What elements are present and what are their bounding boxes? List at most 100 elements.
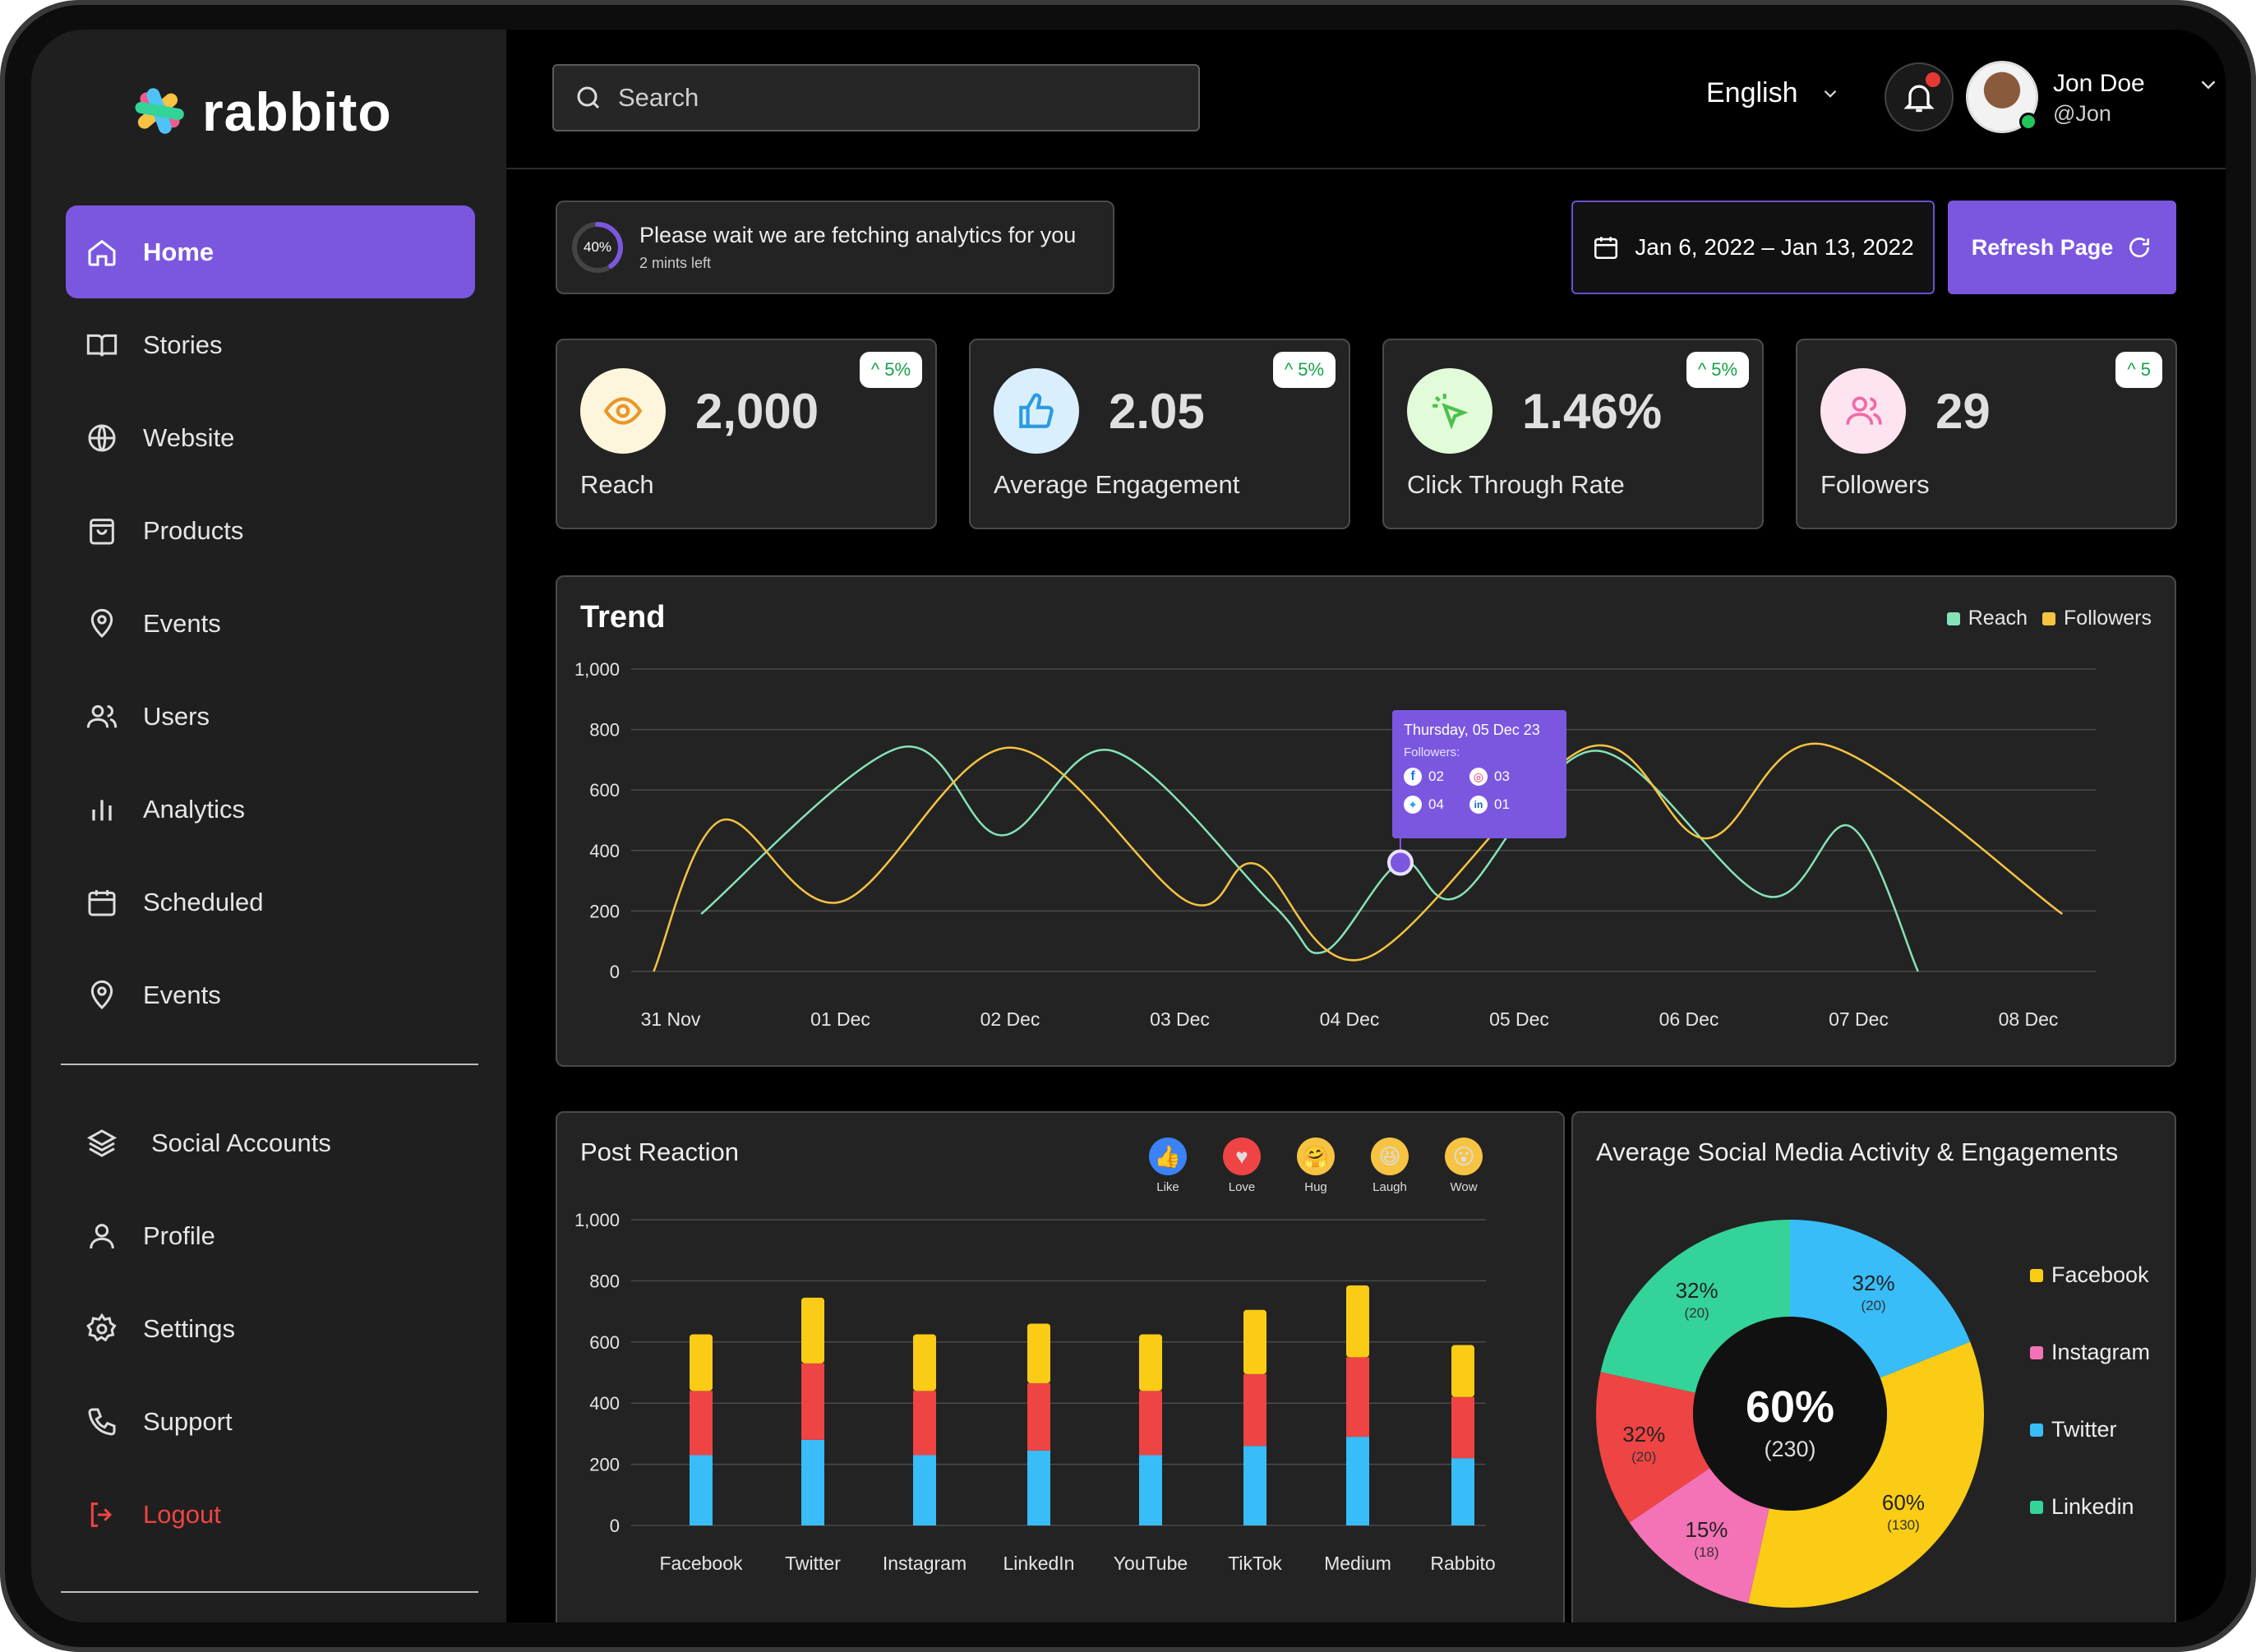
sidebar-item-label: Products <box>143 515 244 545</box>
sidebar-item-home[interactable]: Home <box>66 205 475 298</box>
legend-swatch-followers <box>2042 611 2056 625</box>
slice-percent-label: 60% <box>1882 1490 1925 1515</box>
y-tick-label: 200 <box>589 1455 620 1475</box>
slice-count-label: (20) <box>1861 1298 1885 1313</box>
slice-percent-label: 32% <box>1622 1422 1665 1447</box>
post-reaction-card: Post Reaction 👍 Like ♥ Love 🤗 Hug 😆 Laugh 😮 W… <box>556 1111 1565 1622</box>
language-selector[interactable]: English <box>1706 77 1841 109</box>
post-reaction-bar-chart[interactable]: 0 200 400 600 800 1,000 Facebook Twitter Instagr… <box>557 1113 1563 1622</box>
sidebar: rabbito Home Stories Website Products Ev… <box>31 30 506 1622</box>
sidebar-item-stories[interactable]: Stories <box>66 298 475 391</box>
trend-up-badge: ^ 5% <box>859 352 922 388</box>
x-tick-label: 04 Dec <box>1320 1008 1380 1030</box>
donut-slice-red <box>1596 1372 1710 1523</box>
stat-label: Reach <box>580 470 654 499</box>
x-tick-label: 05 Dec <box>1489 1008 1549 1030</box>
donut-hole <box>1693 1317 1887 1511</box>
sidebar-item-label: Support <box>143 1406 233 1436</box>
arrow-up-icon: ^ <box>2127 359 2136 380</box>
date-range-picker[interactable]: Jan 6, 2022 – Jan 13, 2022 <box>1571 201 1935 294</box>
reaction-hug[interactable]: 🤗 Hug <box>1287 1137 1345 1194</box>
reaction-wow[interactable]: 😮 Wow <box>1435 1137 1492 1194</box>
refresh-page-button[interactable]: Refresh Page <box>1948 201 2176 294</box>
sidebar-item-analytics[interactable]: Analytics <box>66 763 475 856</box>
phone-icon <box>88 1408 116 1436</box>
social-activity-donut-chart[interactable]: 32% (20) 60% (130) 15% (18) 32% (20) 32% (20) 60% (… <box>1573 1146 2017 1622</box>
bar-segment-yellow <box>1346 1285 1369 1358</box>
legend-swatch-reach <box>1946 611 1960 625</box>
sidebar-item-events-2[interactable]: Events <box>66 948 475 1041</box>
search-input[interactable] <box>618 83 1177 113</box>
stat-card-followers: 29 Followers ^ 5 <box>1796 339 2177 529</box>
chevron-down-icon[interactable] <box>2196 72 2221 97</box>
avatar[interactable] <box>1966 61 2038 133</box>
calendar-icon <box>88 889 116 916</box>
arrow-up-icon: ^ <box>1697 359 1707 380</box>
reaction-love[interactable]: ♥ Love <box>1213 1137 1271 1194</box>
bar-segment-blue <box>1346 1437 1369 1525</box>
bar-segment-blue <box>1139 1455 1162 1525</box>
progress-ring-fill <box>572 222 623 273</box>
tooltip-linkedin-value: 01 <box>1494 796 1510 812</box>
sidebar-item-settings[interactable]: Settings <box>66 1282 475 1375</box>
reaction-like[interactable]: 👍 Like <box>1139 1137 1197 1194</box>
sidebar-item-social-accounts[interactable]: Social Accounts <box>66 1096 475 1189</box>
sidebar-item-scheduled[interactable]: Scheduled <box>66 856 475 948</box>
sidebar-item-logout[interactable]: Logout <box>66 1468 475 1561</box>
sidebar-divider-bottom <box>61 1591 478 1593</box>
search-box[interactable] <box>552 64 1200 132</box>
x-tick-label: Instagram <box>883 1553 967 1574</box>
sidebar-item-support[interactable]: Support <box>66 1375 475 1468</box>
globe-icon <box>88 424 116 451</box>
bar-segment-red <box>801 1363 824 1440</box>
bar-segment-yellow <box>690 1334 713 1391</box>
sidebar-item-products[interactable]: Products <box>66 484 475 577</box>
brand-logo[interactable]: rabbito <box>128 72 392 151</box>
bar-segment-yellow <box>1139 1334 1162 1391</box>
slice-count-label: (18) <box>1694 1544 1719 1560</box>
x-tick-label: 31 Nov <box>641 1008 701 1030</box>
sidebar-item-events[interactable]: Events <box>66 577 475 670</box>
x-tick-label: Facebook <box>659 1553 743 1574</box>
trend-up-badge: ^ 5% <box>1686 352 1749 388</box>
y-tick-label: 200 <box>589 901 620 921</box>
sidebar-item-users[interactable]: Users <box>66 670 475 763</box>
fetch-message: Please wait we are fetching analytics fo… <box>639 223 1077 247</box>
y-tick-label: 800 <box>589 1271 620 1291</box>
x-tick-label: TikTok <box>1228 1553 1282 1574</box>
sidebar-item-label: Analytics <box>143 794 246 824</box>
slice-percent-label: 15% <box>1685 1517 1728 1542</box>
stat-value: 2.05 <box>1109 384 1205 439</box>
y-tick-label: 400 <box>589 841 620 861</box>
bar-segment-blue <box>913 1455 936 1525</box>
sidebar-item-profile[interactable]: Profile <box>66 1189 475 1282</box>
y-tick-label: 0 <box>610 1516 620 1536</box>
bar-segment-blue <box>1451 1458 1474 1525</box>
bar-segment-blue <box>1243 1446 1266 1525</box>
tooltip-twitter-value: 04 <box>1428 796 1444 812</box>
reaction-laugh[interactable]: 😆 Laugh <box>1361 1137 1419 1194</box>
thumbs-up-icon <box>994 368 1079 454</box>
donut-slice-linkedin <box>1600 1220 1790 1393</box>
user-menu[interactable]: Jon Doe @Jon <box>2053 69 2145 128</box>
slice-percent-label: 32% <box>1852 1271 1895 1295</box>
x-tick-label: Twitter <box>785 1553 841 1574</box>
bar-segment-yellow <box>1243 1309 1266 1374</box>
hover-point <box>1386 849 1414 876</box>
notifications-button[interactable] <box>1885 62 1954 132</box>
reaction-label: Like <box>1156 1180 1179 1194</box>
x-tick-label: 02 Dec <box>980 1008 1040 1030</box>
sidebar-item-website[interactable]: Website <box>66 391 475 484</box>
trend-line-chart[interactable]: 0 200 400 600 800 1,000 31 Nov 01 Dec 02 Dec 03 D… <box>557 577 2175 1065</box>
calendar-icon <box>1594 237 1618 260</box>
map-pin-icon <box>90 608 113 638</box>
legend-label-followers: Followers <box>2064 607 2152 630</box>
shopping-bag-icon <box>90 518 114 544</box>
series-line-reach <box>700 745 1919 972</box>
arrow-up-icon: ^ <box>870 359 880 380</box>
x-tick-label: YouTube <box>1114 1553 1188 1574</box>
sidebar-item-label: Website <box>143 422 235 452</box>
x-tick-label: LinkedIn <box>1003 1553 1075 1574</box>
tooltip-instagram-value: 03 <box>1494 768 1510 784</box>
badge-value: 5% <box>884 359 911 380</box>
